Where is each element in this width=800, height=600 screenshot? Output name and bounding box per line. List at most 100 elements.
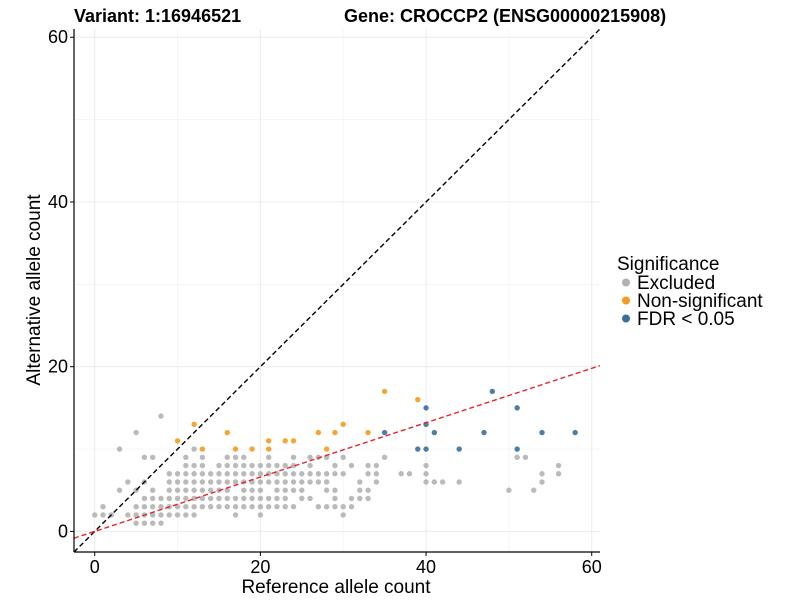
data-point bbox=[224, 487, 230, 493]
data-point bbox=[100, 512, 106, 518]
data-point bbox=[406, 471, 413, 477]
data-point bbox=[290, 454, 297, 460]
data-point bbox=[199, 487, 206, 493]
data-point bbox=[133, 520, 139, 526]
data-point bbox=[265, 479, 272, 485]
data-point bbox=[357, 487, 363, 493]
data-point bbox=[282, 471, 288, 477]
data-point bbox=[166, 495, 172, 502]
data-point bbox=[92, 512, 98, 518]
data-point bbox=[274, 462, 280, 469]
series-non-significant bbox=[174, 388, 421, 452]
data-point bbox=[332, 462, 338, 469]
data-point bbox=[282, 487, 288, 493]
data-point bbox=[241, 454, 247, 460]
data-point bbox=[191, 462, 197, 469]
data-point bbox=[299, 471, 305, 477]
y-axis-label: Alternative allele count bbox=[24, 194, 45, 386]
data-point bbox=[232, 446, 239, 452]
data-point bbox=[274, 487, 280, 493]
data-point bbox=[381, 454, 388, 460]
data-point bbox=[149, 504, 156, 510]
data-point bbox=[141, 504, 148, 510]
data-point bbox=[191, 504, 197, 510]
data-point bbox=[265, 504, 272, 510]
tick-labels: 0 20 40 60 0 20 40 60 bbox=[48, 27, 602, 577]
data-point bbox=[249, 446, 255, 452]
data-point bbox=[398, 471, 404, 477]
data-point bbox=[307, 495, 313, 502]
data-point bbox=[539, 471, 545, 477]
data-point bbox=[133, 429, 139, 436]
data-point bbox=[274, 504, 280, 510]
data-point bbox=[216, 495, 222, 502]
data-point bbox=[555, 471, 562, 477]
data-point bbox=[282, 462, 288, 469]
data-points bbox=[92, 388, 578, 526]
data-point bbox=[224, 471, 230, 477]
data-point bbox=[423, 479, 429, 485]
data-point bbox=[191, 487, 197, 493]
data-point bbox=[531, 487, 537, 493]
data-point bbox=[257, 479, 264, 485]
data-point bbox=[282, 438, 288, 444]
data-point bbox=[183, 504, 189, 510]
data-point bbox=[365, 495, 371, 502]
data-point bbox=[158, 504, 164, 510]
data-point bbox=[207, 495, 214, 502]
data-point bbox=[133, 512, 139, 518]
data-point bbox=[332, 487, 338, 493]
data-point bbox=[290, 487, 297, 493]
data-point bbox=[207, 504, 214, 510]
data-point bbox=[241, 504, 247, 510]
data-point bbox=[199, 446, 206, 452]
data-point bbox=[323, 479, 330, 485]
data-point bbox=[191, 446, 197, 452]
data-point bbox=[141, 520, 148, 526]
data-point bbox=[357, 479, 363, 485]
data-point bbox=[166, 487, 172, 493]
data-point bbox=[315, 429, 322, 436]
data-point bbox=[423, 446, 429, 452]
data-point bbox=[199, 495, 206, 502]
data-point bbox=[522, 454, 529, 460]
data-point bbox=[539, 479, 545, 485]
data-point bbox=[249, 462, 255, 469]
data-point bbox=[149, 520, 156, 526]
data-point bbox=[183, 454, 189, 460]
data-point bbox=[125, 479, 131, 485]
data-point bbox=[282, 495, 288, 502]
data-point bbox=[232, 479, 239, 485]
data-point bbox=[340, 454, 346, 460]
data-point bbox=[232, 495, 239, 502]
data-point bbox=[373, 479, 380, 485]
reference-lines bbox=[74, 29, 600, 552]
data-point bbox=[241, 487, 247, 493]
data-point bbox=[174, 487, 181, 493]
data-point bbox=[299, 495, 305, 502]
data-point bbox=[423, 471, 429, 477]
data-point bbox=[232, 462, 239, 469]
data-point bbox=[307, 479, 313, 485]
series-excluded bbox=[92, 413, 562, 526]
axes bbox=[73, 29, 600, 553]
data-point bbox=[373, 462, 380, 469]
data-point bbox=[265, 462, 272, 469]
data-point bbox=[249, 471, 255, 477]
data-point bbox=[456, 446, 462, 452]
data-point bbox=[415, 396, 421, 403]
data-point bbox=[216, 479, 222, 485]
data-point bbox=[207, 487, 214, 493]
reference-line-fit bbox=[74, 364, 600, 539]
y-tick-label: 0 bbox=[58, 521, 68, 541]
data-point bbox=[365, 462, 371, 469]
data-point bbox=[249, 504, 255, 510]
data-point bbox=[340, 471, 346, 477]
data-point bbox=[274, 495, 280, 502]
data-point bbox=[199, 471, 206, 477]
data-point bbox=[290, 504, 297, 510]
data-point bbox=[332, 429, 338, 436]
data-point bbox=[348, 462, 355, 469]
data-point bbox=[232, 471, 239, 477]
